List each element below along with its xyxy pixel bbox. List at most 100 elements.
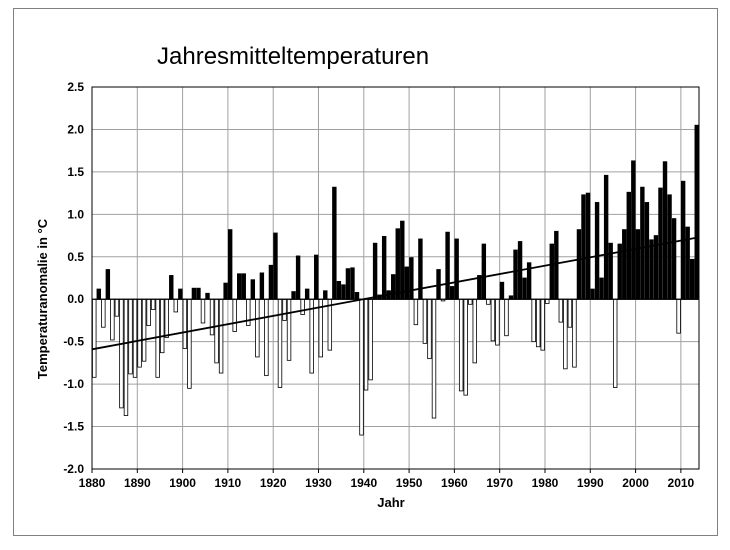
bar-2008 — [667, 194, 672, 300]
bar-1952 — [413, 298, 419, 326]
bar-1966 — [477, 275, 482, 300]
bar-1934 — [332, 186, 337, 300]
bar-1916 — [250, 279, 256, 300]
x-tick-label: 1970 — [486, 476, 513, 490]
trend-line-group — [91, 236, 700, 351]
x-tick-label: 1910 — [215, 476, 242, 490]
bar-1969 — [490, 298, 496, 342]
bar-1905 — [200, 298, 206, 324]
bar-1930 — [314, 254, 319, 300]
bar-1928 — [304, 288, 310, 300]
x-tick-label: 1980 — [532, 476, 559, 490]
bar-1921 — [273, 232, 278, 300]
bar-2007 — [662, 161, 668, 300]
bar-1881 — [92, 298, 97, 378]
bar-1984 — [558, 298, 564, 323]
bar-1913 — [237, 273, 242, 300]
bar-1941 — [363, 298, 369, 391]
bar-1897 — [164, 298, 169, 338]
x-tick-label: 1900 — [169, 476, 196, 490]
x-tick-label: 1950 — [396, 476, 423, 490]
bar-1998 — [622, 229, 627, 300]
bar-2013 — [689, 258, 695, 300]
x-tick-label: 1920 — [260, 476, 287, 490]
bar-1908 — [214, 298, 219, 364]
y-tick-label: 1.0 — [67, 207, 84, 221]
bar-1885 — [110, 298, 115, 341]
y-tick-label: 2.5 — [67, 80, 84, 94]
bar-1951 — [409, 257, 414, 300]
bar-1992 — [594, 202, 600, 300]
bar-1924 — [286, 298, 292, 361]
plot-border — [91, 86, 700, 470]
bar-1995 — [608, 242, 613, 300]
bar-1901 — [182, 298, 188, 349]
bar-1882 — [96, 288, 102, 300]
bar-2012 — [685, 226, 690, 300]
bar-1902 — [187, 298, 192, 389]
bar-1904 — [196, 287, 201, 300]
bar-1968 — [486, 298, 491, 305]
bar-1949 — [400, 220, 405, 300]
bar-1978 — [531, 298, 536, 343]
bar-1954 — [422, 298, 428, 344]
bar-1983 — [554, 230, 559, 300]
bar-1970 — [495, 298, 500, 346]
x-tick-label: 1940 — [350, 476, 377, 490]
bar-2014 — [694, 124, 699, 300]
bar-1896 — [159, 298, 165, 354]
bar-1914 — [241, 273, 246, 300]
bar-1892 — [141, 298, 147, 362]
temperature-anomaly-chart: Jahresmitteltemperaturen 2.5 2.0 1.5 1.0 0.5… — [35, 43, 700, 510]
bar-1900 — [178, 288, 183, 300]
bar-2010 — [676, 298, 681, 334]
y-tick-label: -2.0 — [63, 462, 84, 476]
bar-1917 — [255, 298, 260, 358]
bar-2000 — [631, 160, 636, 300]
bar-1994 — [603, 174, 609, 300]
bar-1893 — [146, 298, 151, 326]
bar-1927 — [300, 298, 305, 315]
bar-1955 — [427, 298, 432, 360]
bar-1912 — [232, 298, 237, 332]
y-tick-label: 0.0 — [67, 292, 84, 306]
bar-1926 — [295, 255, 301, 300]
chart-frame: Jahresmitteltemperaturen 2.5 2.0 1.5 1.0 0.5… — [13, 8, 718, 536]
bar-1887 — [119, 298, 124, 409]
bar-1956 — [431, 298, 437, 419]
x-tick-label: 1990 — [577, 476, 604, 490]
bar-1940 — [359, 298, 364, 436]
bar-1899 — [173, 298, 179, 313]
bar-1962 — [458, 298, 464, 392]
bar-1959 — [445, 231, 450, 300]
bar-2004 — [649, 239, 654, 300]
bar-1993 — [599, 277, 604, 300]
bar-1890 — [132, 298, 138, 378]
bar-1976 — [522, 277, 527, 300]
bar-1985 — [563, 298, 568, 370]
bar-1980 — [540, 298, 545, 351]
bar-1919 — [264, 298, 269, 377]
bar-2001 — [635, 229, 641, 300]
bar-1981 — [545, 298, 550, 304]
y-axis-label: Temperaturanomalie in °C — [35, 218, 50, 379]
bar-2009 — [671, 218, 677, 300]
bar-1903 — [191, 287, 197, 300]
bar-1906 — [205, 292, 210, 300]
bar-1945 — [381, 235, 387, 300]
x-tick-label: 1890 — [124, 476, 151, 490]
bar-1947 — [391, 274, 396, 300]
bar-1936 — [341, 284, 346, 300]
bar-1988 — [576, 229, 582, 300]
x-tick-label: 1960 — [441, 476, 468, 490]
bar-1986 — [567, 298, 573, 328]
bar-1960 — [449, 286, 455, 300]
bar-2002 — [640, 186, 645, 300]
bar-1932 — [323, 290, 328, 300]
bar-1898 — [169, 275, 174, 300]
bar-1964 — [468, 298, 473, 305]
x-axis-label: Jahr — [377, 495, 404, 510]
bar-1963 — [463, 298, 468, 396]
bar-1990 — [585, 192, 591, 300]
